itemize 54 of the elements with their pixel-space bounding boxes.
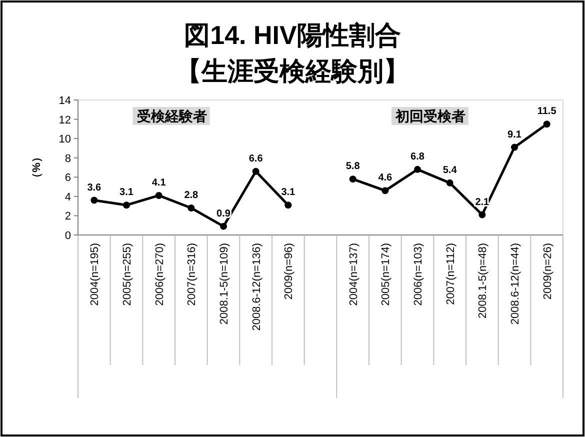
data-label: 2.8	[184, 190, 199, 201]
x-tick-label: 2008.1-5(n=109)	[218, 243, 230, 325]
annotation: 初回受検者	[394, 108, 466, 124]
data-label: 3.1	[281, 187, 296, 198]
x-tick-label: 2005(n=174)	[380, 243, 392, 306]
x-tick-label: 2004(n=195)	[89, 243, 102, 306]
y-tick-label: 6	[64, 172, 71, 184]
y-tick-label: 12	[58, 114, 71, 126]
x-tick-label: 2007(n=112)	[444, 243, 457, 305]
data-label: 3.6	[87, 182, 102, 194]
x-tick-label: 2004(n=137)	[348, 243, 360, 306]
x-tick-label: 2009(n=96)	[283, 243, 296, 300]
point	[252, 168, 260, 175]
y-tick-label: 0	[64, 230, 71, 242]
point	[123, 202, 130, 209]
data-label: 5.4	[442, 164, 458, 176]
y-tick-label: 8	[64, 152, 71, 165]
x-tick-label: 2008.6-12(n=44)	[510, 243, 522, 325]
x-tick-label: 2008.1-5(n=48)	[477, 243, 490, 319]
data-label: 4.6	[378, 172, 393, 184]
point	[188, 204, 195, 212]
y-tick-label: 2	[64, 210, 71, 223]
x-tick-label: 2007(n=316)	[186, 243, 198, 306]
data-label: 11.5	[537, 106, 557, 118]
x-tick-label: 2006(n=270)	[154, 243, 166, 306]
point	[478, 211, 486, 218]
point	[90, 196, 98, 204]
data-label: 4.1	[152, 177, 166, 188]
point	[155, 192, 162, 199]
point	[382, 187, 389, 194]
point	[446, 179, 454, 186]
chart-subtitle: 【生涯受検経験別】	[176, 56, 410, 86]
point	[511, 144, 518, 151]
y-tick-label: 14	[58, 95, 71, 107]
x-tick-label: 2008.6-12(n=136)	[250, 243, 263, 331]
y-axis-title: （%）	[31, 152, 43, 184]
data-label: 0.9	[216, 208, 231, 220]
y-tick-label: 4	[64, 191, 71, 204]
data-label: 9.1	[508, 129, 522, 140]
x-tick-label: 2006(n=103)	[412, 243, 424, 306]
annotation: 受検経験者	[136, 108, 207, 124]
point	[414, 166, 421, 173]
data-label: 5.8	[346, 161, 360, 172]
y-tick-label: 10	[58, 134, 71, 146]
point	[543, 120, 550, 128]
point	[284, 202, 292, 209]
x-tick-label: 2005(n=255)	[122, 243, 134, 306]
point	[349, 176, 356, 183]
point	[220, 222, 227, 230]
chart-title: 図14. HIV陽性割合	[184, 20, 401, 50]
data-label: 6.6	[248, 153, 264, 164]
x-tick-label: 2009(n=26)	[542, 243, 554, 300]
data-label: 3.1	[120, 187, 134, 198]
data-label: 6.8	[410, 151, 425, 162]
